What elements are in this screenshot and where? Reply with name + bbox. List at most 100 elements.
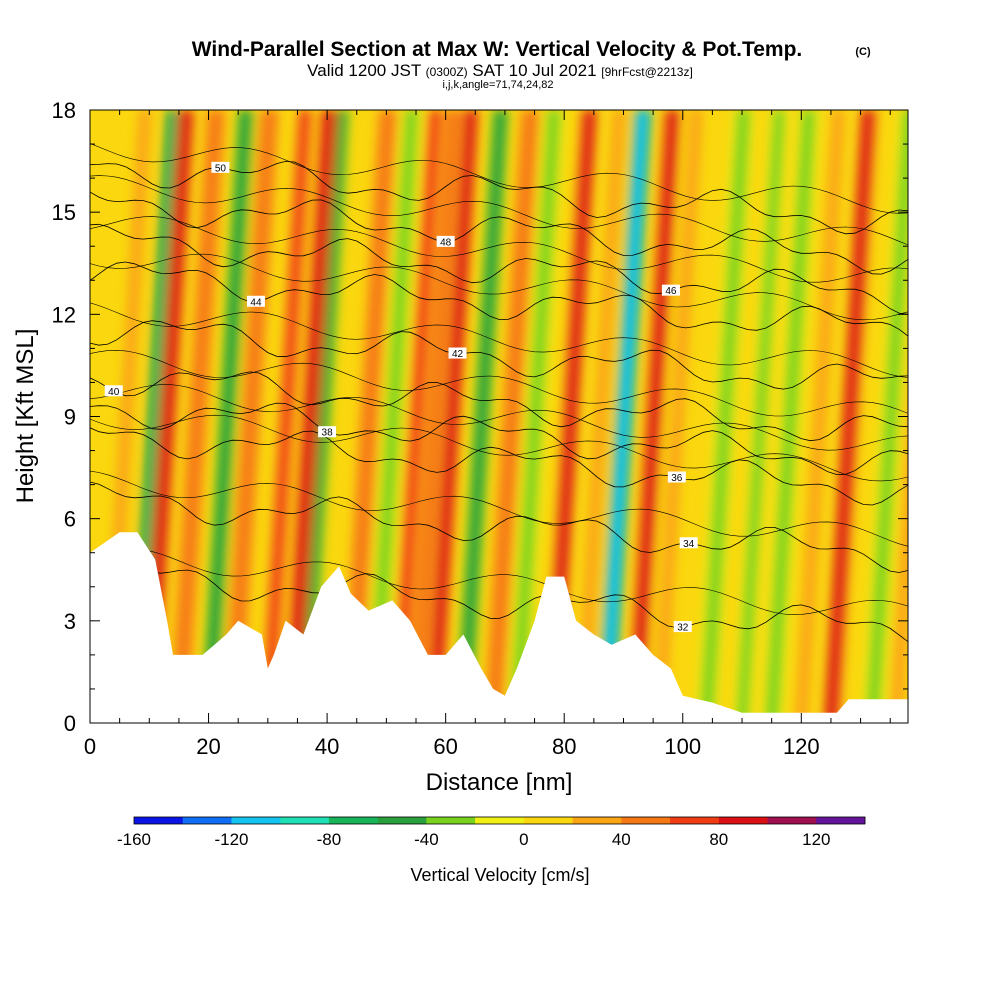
- theta-contour: [90, 414, 908, 482]
- colorbar-tick-label: -40: [414, 830, 439, 849]
- colorbar-swatch: [718, 817, 768, 824]
- plot-area: 32 34 36 38 40 42 44 46 48 50: [90, 110, 908, 723]
- svg-text:50: 50: [215, 163, 227, 174]
- bg-streak: [481, 110, 542, 723]
- colorbar-swatch: [523, 817, 573, 824]
- updraft-core: [424, 110, 481, 723]
- bg-streak: [760, 110, 821, 723]
- theta-contour: [90, 302, 908, 378]
- theta-contour: [90, 175, 908, 246]
- chart-title: Wind-Parallel Section at Max W: Vertical…: [192, 38, 803, 61]
- theta-contour: [90, 191, 908, 275]
- y-axis-label: Height [Kft MSL]: [12, 329, 39, 504]
- updraft-core: [281, 110, 339, 723]
- svg-text:40: 40: [108, 387, 120, 398]
- bg-streak: [647, 110, 708, 723]
- theta-contour: [90, 261, 908, 337]
- x-tick-label: 20: [196, 734, 220, 759]
- theta-contour: [90, 560, 908, 643]
- x-tick-label: 80: [552, 734, 576, 759]
- bg-streak: [505, 110, 566, 723]
- downdraft-core: [198, 110, 256, 723]
- x-tick-label: 60: [433, 734, 457, 759]
- svg-text:38: 38: [322, 428, 334, 439]
- y-tick-label: 3: [64, 609, 76, 634]
- contour-label: 34: [679, 537, 698, 550]
- updraft-core: [388, 110, 446, 723]
- updraft-core: [821, 110, 878, 723]
- x-tick-label: 0: [84, 734, 96, 759]
- contour-label: 36: [667, 471, 686, 484]
- theta-contour: [90, 548, 908, 616]
- x-tick-label: 120: [783, 734, 820, 759]
- y-tick-label: 18: [52, 98, 76, 123]
- y-tick-label: 12: [52, 302, 76, 327]
- theta-contour: [90, 481, 908, 573]
- colorbar-swatch: [767, 817, 817, 824]
- colorbar-swatch: [426, 817, 476, 824]
- bg-streak: [570, 110, 631, 723]
- colorbar: -160 -120 -80 -40 0 40 80 120: [117, 816, 866, 849]
- colorbar-swatch: [572, 817, 622, 824]
- svg-text:46: 46: [665, 286, 677, 297]
- theta-contours: [90, 143, 908, 643]
- svg-text:32: 32: [677, 623, 689, 634]
- colorbar-swatch: [621, 817, 671, 824]
- chart-subtitle2: i,j,k,angle=71,74,24,82: [442, 79, 553, 91]
- theta-contour: [90, 470, 908, 547]
- axis-ticks: [89, 109, 908, 724]
- x-tick-label: 100: [664, 734, 701, 759]
- contour-label: 44: [246, 295, 265, 308]
- x-tick-label: 40: [315, 734, 339, 759]
- bg-streak: [404, 110, 465, 723]
- downdraft-core: [596, 110, 653, 723]
- bg-streak: [790, 110, 850, 723]
- bg-streak: [221, 110, 281, 723]
- theta-contour: [90, 143, 908, 214]
- y-tick-label: 6: [64, 507, 76, 532]
- theta-contour: [90, 253, 908, 321]
- theta-contour: [90, 371, 908, 442]
- colorbar-tick-label: 120: [802, 830, 830, 849]
- colorbar-tick-label: 40: [612, 830, 631, 849]
- subtitle-date: SAT 10 Jul 2021: [472, 61, 596, 80]
- svg-text:34: 34: [683, 539, 695, 550]
- updraft-core: [625, 110, 683, 723]
- contour-label: 50: [211, 161, 230, 174]
- y-tick-label: 9: [64, 405, 76, 430]
- colorbar-tick-label: -80: [317, 830, 342, 849]
- theta-contour: [90, 402, 908, 476]
- colorbar-swatch: [231, 817, 281, 824]
- bg-streak: [695, 110, 756, 723]
- colorbar-swatch: [377, 817, 427, 824]
- contour-label: 48: [436, 235, 455, 248]
- theta-contour: [90, 320, 908, 390]
- downdraft-core: [732, 110, 789, 723]
- bg-streak: [861, 110, 908, 723]
- colorbar-swatch: [475, 817, 525, 824]
- svg-text:48: 48: [440, 237, 452, 248]
- y-tick-label: 15: [52, 200, 76, 225]
- colorbar-tick-label: 0: [519, 830, 528, 849]
- contour-label: 40: [104, 385, 123, 398]
- colorbar-frame: [133, 816, 866, 825]
- copyright-mark: (C): [855, 46, 871, 58]
- colorbar-swatch: [280, 817, 330, 824]
- theta-contour: [90, 349, 908, 417]
- velocity-field: [96, 110, 908, 723]
- colorbar-label: Vertical Velocity [cm/s]: [410, 865, 589, 885]
- theta-contour: [90, 384, 908, 451]
- colorbar-swatch: [134, 817, 184, 824]
- svg-text:42: 42: [452, 349, 464, 360]
- colorbar-swatch: [816, 817, 866, 824]
- colorbar-tick-label: -160: [117, 830, 151, 849]
- theta-contour: [90, 223, 908, 315]
- contour-label: 46: [661, 284, 680, 297]
- colorbar-swatch: [670, 817, 720, 824]
- contour-label: 32: [673, 621, 692, 634]
- x-axis-label: Distance [nm]: [426, 769, 573, 796]
- terrain-mask: [90, 532, 908, 723]
